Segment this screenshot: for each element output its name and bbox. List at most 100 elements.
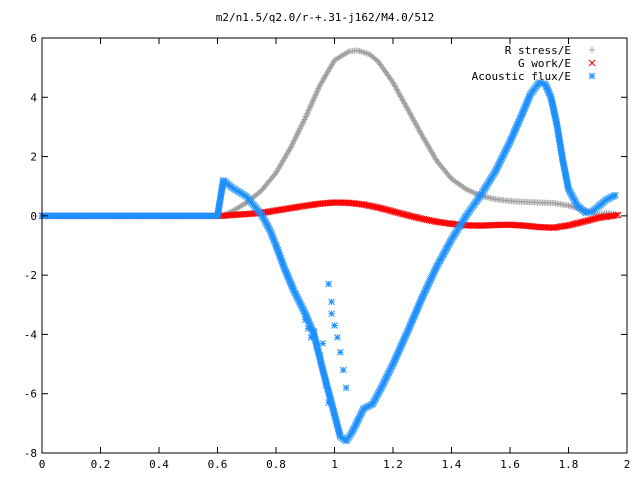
data-point xyxy=(509,132,516,140)
data-point xyxy=(467,188,474,195)
data-point xyxy=(426,277,434,285)
data-point xyxy=(393,351,401,359)
data-point xyxy=(386,366,394,374)
data-point xyxy=(304,109,311,116)
data-point xyxy=(518,111,526,119)
data-point xyxy=(604,195,612,203)
data-point xyxy=(290,138,297,145)
data-point xyxy=(297,125,304,132)
data-point xyxy=(287,279,294,286)
data-point xyxy=(273,245,281,253)
data-point xyxy=(334,334,341,341)
data-point xyxy=(290,288,298,295)
data-point xyxy=(294,131,301,138)
y-tick-label: 2 xyxy=(30,151,37,164)
data-point xyxy=(410,313,418,320)
data-point xyxy=(288,282,296,289)
data-point xyxy=(422,286,430,294)
data-point xyxy=(523,98,531,106)
data-point xyxy=(314,88,321,95)
data-point xyxy=(392,353,400,361)
data-point xyxy=(389,360,397,368)
data-point xyxy=(515,119,522,126)
data-point xyxy=(312,92,319,99)
data-point xyxy=(292,291,300,298)
data-point xyxy=(522,101,530,109)
data-point xyxy=(514,120,522,128)
data-point xyxy=(494,162,502,169)
data-point xyxy=(544,86,552,94)
plot-marks xyxy=(38,47,622,445)
chart-title: m2/n1.5/q2.0/r-+.31-j162/M4.0/512 xyxy=(216,11,435,24)
data-point xyxy=(418,295,425,303)
data-point xyxy=(303,313,310,320)
data-point xyxy=(507,135,515,143)
data-point xyxy=(492,168,499,175)
data-point xyxy=(268,232,276,239)
data-point xyxy=(279,261,287,268)
data-point xyxy=(273,243,280,251)
data-point xyxy=(431,267,439,275)
series-2 xyxy=(38,79,619,445)
data-point xyxy=(287,144,294,151)
data-point xyxy=(427,276,434,283)
data-point xyxy=(541,80,549,88)
data-point xyxy=(432,265,439,273)
data-point xyxy=(470,189,477,196)
data-point xyxy=(398,341,405,349)
data-point xyxy=(424,282,432,289)
data-point xyxy=(274,246,282,254)
data-point xyxy=(497,157,504,165)
data-point xyxy=(388,363,395,371)
data-point xyxy=(606,194,613,202)
data-point xyxy=(420,289,428,297)
data-point xyxy=(383,372,391,380)
data-point xyxy=(315,85,322,92)
data-point xyxy=(394,348,402,356)
data-point xyxy=(500,151,507,159)
data-point xyxy=(307,323,315,331)
x-tick-label: 0 xyxy=(39,458,46,471)
x-tick-label: 1.8 xyxy=(559,458,579,471)
data-point xyxy=(519,108,527,116)
data-point xyxy=(305,107,312,114)
data-point xyxy=(306,320,313,328)
data-point xyxy=(366,402,373,409)
data-point xyxy=(291,289,299,297)
data-point xyxy=(270,235,277,243)
data-point xyxy=(361,404,369,412)
data-point xyxy=(380,379,387,387)
data-point xyxy=(509,130,517,138)
data-point xyxy=(524,96,532,104)
data-point xyxy=(403,329,411,337)
data-point xyxy=(303,112,310,119)
data-point xyxy=(521,104,529,112)
data-point xyxy=(292,135,299,142)
data-point xyxy=(398,339,406,347)
data-point xyxy=(295,128,302,135)
data-point xyxy=(339,366,347,374)
data-point xyxy=(507,136,515,144)
data-point xyxy=(283,271,291,279)
data-point xyxy=(290,286,297,294)
data-point xyxy=(296,299,304,307)
data-point xyxy=(546,92,554,100)
data-point xyxy=(515,117,523,125)
data-point xyxy=(289,141,296,148)
data-point xyxy=(277,254,285,262)
data-point xyxy=(414,304,422,312)
data-point xyxy=(612,211,620,219)
data-point xyxy=(308,101,315,108)
data-point xyxy=(508,133,516,141)
y-tick-label: -4 xyxy=(24,328,38,341)
data-point xyxy=(404,326,412,334)
data-point xyxy=(291,137,298,144)
data-point xyxy=(505,139,513,147)
data-point xyxy=(412,308,420,316)
data-point xyxy=(603,196,610,203)
data-point xyxy=(325,280,333,288)
data-point xyxy=(267,228,275,236)
data-point xyxy=(308,100,315,107)
